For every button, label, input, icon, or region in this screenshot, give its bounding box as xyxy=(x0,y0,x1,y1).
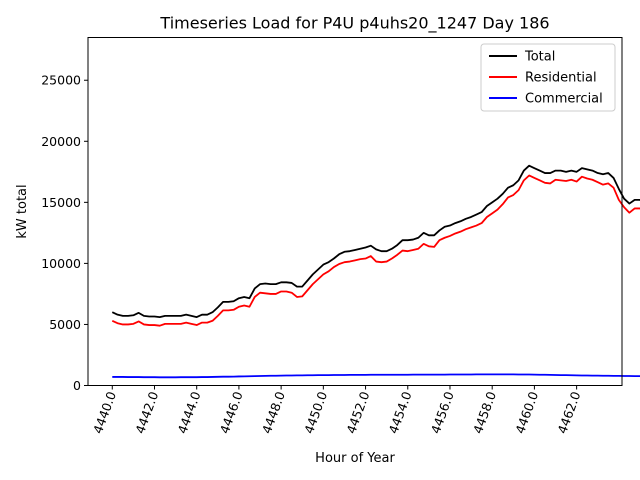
chart-title: Timeseries Load for P4U p4uhs20_1247 Day… xyxy=(159,14,549,34)
series-group xyxy=(111,164,640,379)
legend: Total Residential Commercial xyxy=(480,43,616,112)
plot-frame xyxy=(87,37,623,386)
y-tick-label: 5000 xyxy=(49,317,81,332)
y-tick-label: 0 xyxy=(73,378,81,393)
y-axis: 0 5000 10000 15000 20000 25000 xyxy=(41,73,88,393)
y-tick-label: 20000 xyxy=(41,134,81,149)
series-line-commercial xyxy=(112,373,640,379)
y-tick-label: 15000 xyxy=(41,195,81,210)
series-line-residential xyxy=(111,174,640,327)
legend-box xyxy=(480,43,616,112)
legend-label-residential: Residential xyxy=(525,71,597,86)
y-axis-label: kW total xyxy=(15,184,30,238)
y-tick-label: 25000 xyxy=(41,73,81,88)
x-axis-label: Hour of Year xyxy=(315,451,395,466)
series-line-total xyxy=(111,164,640,319)
legend-label-commercial: Commercial xyxy=(525,92,603,107)
y-tick-label: 10000 xyxy=(41,256,81,271)
legend-label-total: Total xyxy=(524,50,555,65)
